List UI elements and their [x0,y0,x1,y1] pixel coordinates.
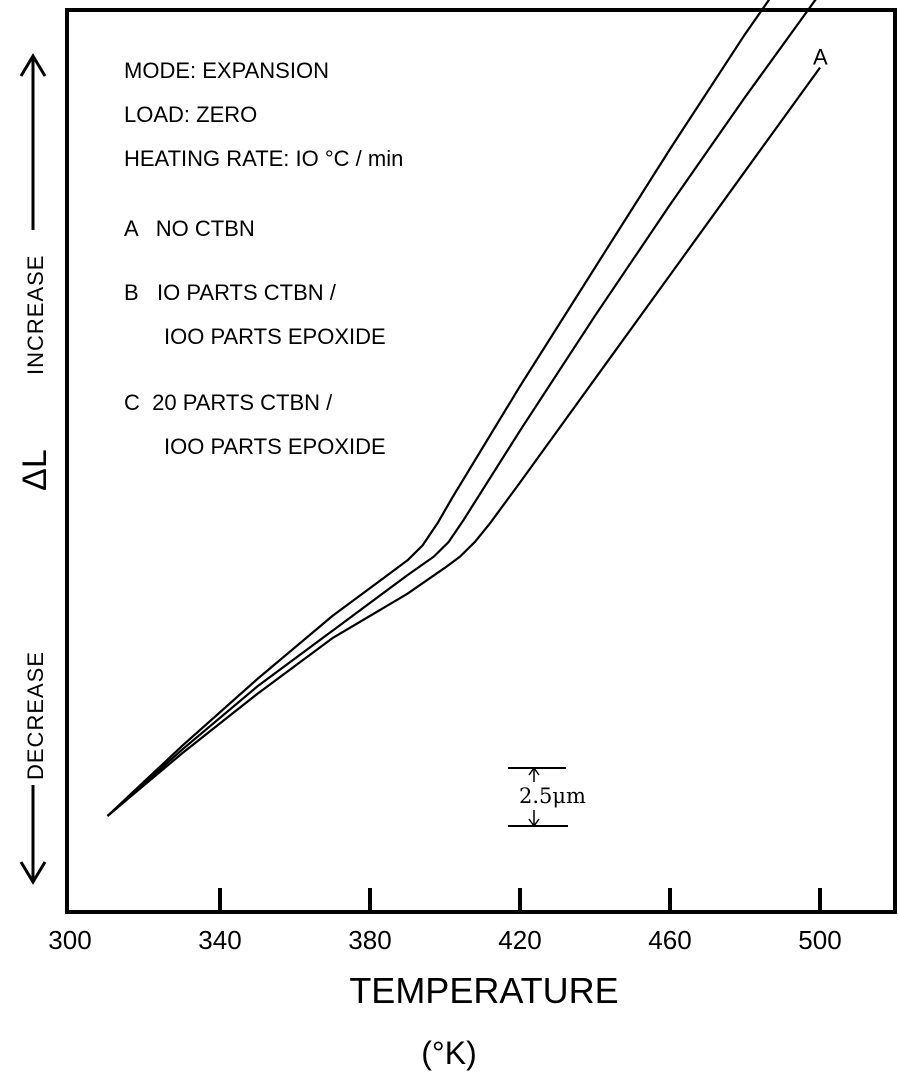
x-tick-label-420: 420 [498,925,541,955]
data-series [106,0,821,817]
annotation-legend-b-line1: B IO PARTS CTBN / [124,280,337,305]
annotation-mode: MODE: EXPANSION [124,58,329,83]
x-tick-label-300: 300 [48,925,91,955]
series-line-a [106,66,821,817]
scale-bar-lower-arrowhead [528,818,540,828]
annotation-legend-b-line2: IOO PARTS EPOXIDE [164,324,386,349]
x-axis-label: TEMPERATURE [349,970,618,1011]
series-line-b [106,0,817,817]
curve-labels: ABC [813,45,828,70]
annotation-legend-c-line1: C 20 PARTS CTBN / [124,390,333,415]
scale-bar-upper-arrowhead [528,766,540,776]
plot-frame [65,8,897,914]
annotation-heating-rate: HEATING RATE: IO °C / min [124,146,403,171]
y-decrease-arrowhead [19,861,47,885]
y-decrease-label: DECREASE [23,651,48,780]
annotation-block: MODE: EXPANSION LOAD: ZERO HEATING RATE:… [124,58,403,459]
annotation-legend-c-line2: IOO PARTS EPOXIDE [164,434,386,459]
y-increase-arrowhead [19,53,47,77]
series-line-c [106,0,771,817]
x-tick-label-340: 340 [198,925,241,955]
x-axis-unit-label: (°K) [421,1035,476,1071]
y-increase-label: INCREASE [23,255,48,375]
x-tick-label-460: 460 [648,925,691,955]
series-label-a: A [813,45,828,70]
annotation-load: LOAD: ZERO [124,102,257,127]
annotation-legend-a: A NO CTBN [124,216,255,241]
y-axis-indicator: INCREASE ΔL DECREASE [16,53,54,885]
y-axis-label: ΔL [16,449,54,491]
scale-bar: 2.5μm [508,766,586,828]
x-tick-label-380: 380 [348,925,391,955]
x-axis-tick-labels: 300 340 380 420 460 500 [48,925,841,955]
x-axis-ticks [218,888,822,912]
scale-bar-label: 2.5μm [519,784,586,808]
x-tick-label-500: 500 [798,925,841,955]
